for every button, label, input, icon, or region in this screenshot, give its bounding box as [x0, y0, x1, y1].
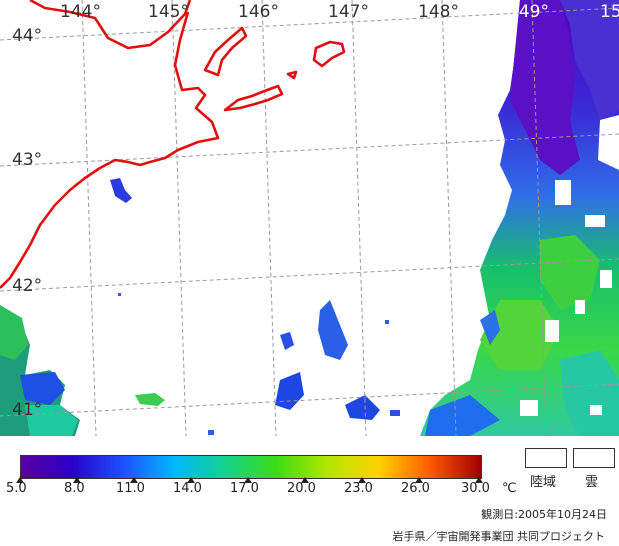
- credit-text: 岩手県／宇宙開発事業団 共同プロジェクト: [392, 530, 606, 543]
- lon-label-146: 146°: [238, 2, 279, 22]
- colorbar: [20, 455, 482, 479]
- land-legend-label: 陸域: [530, 475, 557, 490]
- lon-label-145: 145°: [148, 2, 189, 22]
- land-legend-swatch: [525, 448, 567, 468]
- colorbar-tick-label: 8.0: [64, 481, 85, 496]
- cloud-legend-label: 雲: [585, 475, 599, 490]
- graticule: [0, 0, 619, 436]
- lon-label-149: 149°: [508, 2, 549, 22]
- colorbar-tick-label: 5.0: [6, 481, 27, 496]
- lat-label-41: 41°: [12, 400, 43, 420]
- colorbar-tick-label: 30.0: [461, 481, 490, 496]
- sea-surface-temperature-map: [0, 0, 619, 436]
- lon-label-144: 144°: [60, 2, 101, 22]
- lon-label-150: 15: [600, 2, 619, 22]
- coastline: [0, 0, 346, 289]
- lat-label-44: 44°: [12, 26, 43, 46]
- colorbar-ticks: [16, 477, 483, 483]
- colorbar-tick-label: 11.0: [116, 481, 145, 496]
- observation-date: 観測日:2005年10月24日: [481, 508, 607, 521]
- lat-label-42: 42°: [12, 276, 43, 296]
- colorbar-tick-label: 23.0: [344, 481, 373, 496]
- cloud-legend-swatch: [573, 448, 615, 468]
- colorbar-tick-label: 14.0: [173, 481, 202, 496]
- lon-label-148: 148°: [418, 2, 459, 22]
- lon-label-147: 147°: [328, 2, 369, 22]
- lat-label-43: 43°: [12, 150, 43, 170]
- colorbar-tick-label: 17.0: [230, 481, 259, 496]
- sst-data-east: [420, 0, 619, 436]
- colorbar-unit: ℃: [502, 481, 517, 496]
- colorbar-tick-label: 20.0: [287, 481, 316, 496]
- colorbar-tick-label: 26.0: [401, 481, 430, 496]
